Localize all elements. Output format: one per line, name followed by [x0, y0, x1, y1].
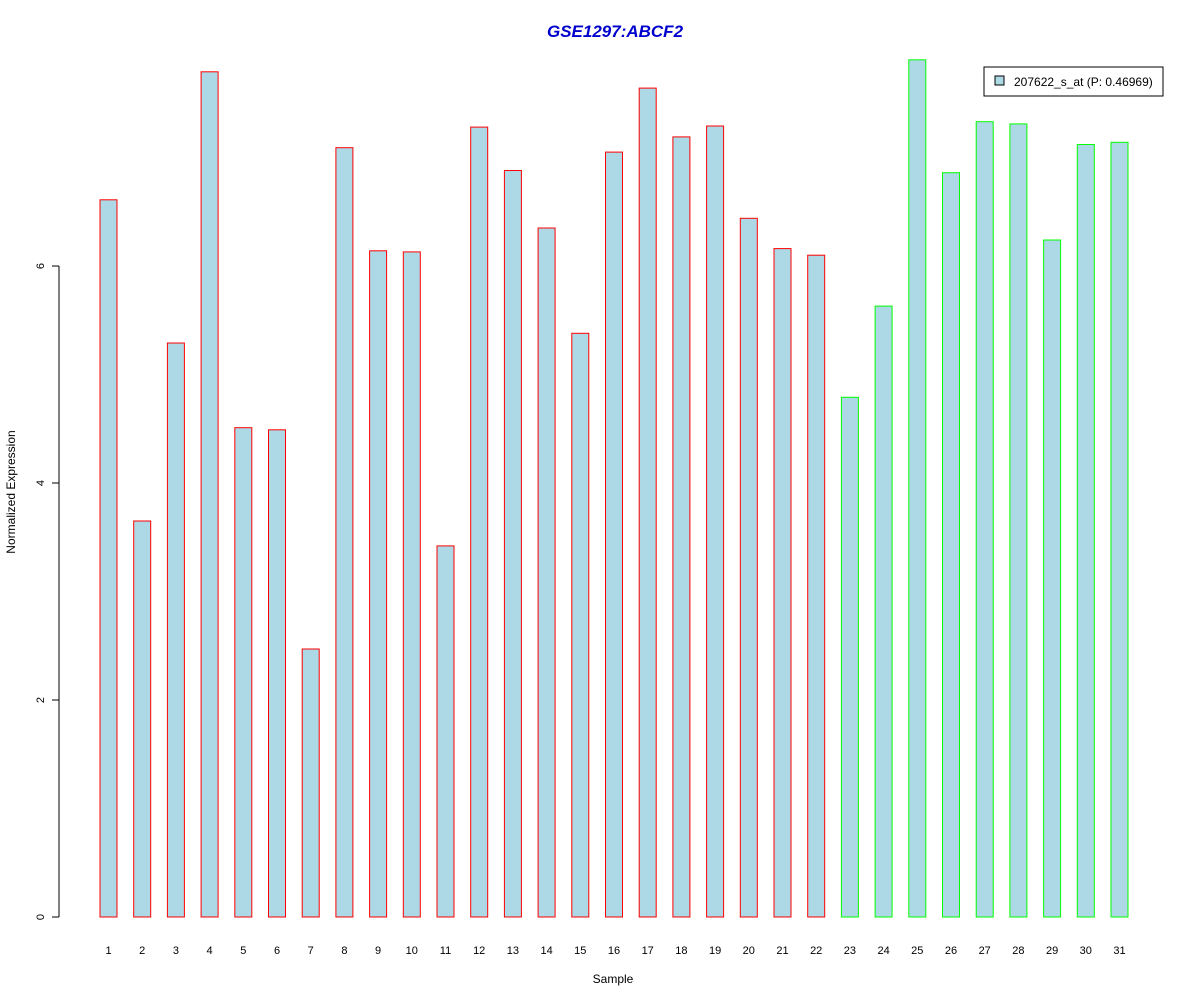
y-tick-label: 2	[35, 697, 47, 703]
x-axis-labels: 1 2 3 4 5 6 7 8 9 10 11 12 13 14 15 16 17 18 19 20 21 22 23 24 2…	[105, 945, 1125, 957]
x-tick-label: 22	[810, 945, 822, 957]
x-tick-label: 15	[574, 945, 586, 957]
y-tick-label: 4	[35, 480, 47, 486]
bar-sample-15	[571, 332, 590, 918]
bar-sample-18	[672, 136, 691, 918]
bar-sample-8	[335, 147, 354, 918]
x-tick-label: 2	[139, 945, 145, 957]
x-tick-label: 17	[642, 945, 654, 957]
x-tick-label: 11	[440, 945, 451, 957]
bar-sample-5	[234, 427, 253, 918]
bar-sample-16	[605, 151, 623, 918]
x-tick-label: 30	[1080, 945, 1092, 957]
bar-sample-29	[1043, 239, 1062, 918]
bar-sample-22	[807, 254, 826, 918]
x-tick-label: 3	[173, 945, 179, 957]
x-tick-label: 1	[105, 945, 111, 957]
x-tick-label: 29	[1046, 945, 1058, 957]
legend: 207622_s_at (P: 0.46969)	[983, 66, 1164, 97]
bar-sample-30	[1076, 144, 1095, 918]
x-tick-label: 31	[1113, 945, 1125, 957]
x-tick-label: 7	[308, 945, 314, 957]
y-axis: 0 2 4 6	[35, 263, 60, 920]
x-tick-label: 24	[877, 945, 889, 957]
x-axis-title: Sample	[593, 972, 634, 986]
bar-sample-31	[1110, 141, 1129, 918]
bar-sample-27	[975, 121, 994, 918]
legend-swatch	[994, 75, 1005, 86]
bar-sample-7	[301, 648, 320, 918]
x-tick-label: 9	[375, 945, 381, 957]
x-tick-label: 14	[540, 945, 552, 957]
bar-sample-28	[1009, 123, 1028, 918]
legend-label: 207622_s_at (P: 0.46969)	[1014, 75, 1153, 89]
bar-sample-19	[706, 125, 725, 918]
bar-sample-2	[133, 520, 152, 918]
bar-sample-17	[638, 87, 657, 918]
bar-sample-21	[773, 248, 792, 918]
x-tick-label: 4	[207, 945, 213, 957]
y-tick-label: 0	[35, 914, 47, 920]
x-tick-label: 18	[675, 945, 687, 957]
x-tick-label: 26	[945, 945, 957, 957]
x-tick-label: 13	[507, 945, 519, 957]
bar-sample-14	[537, 227, 556, 918]
bar-sample-6	[268, 429, 286, 918]
x-tick-label: 25	[911, 945, 923, 957]
bar-sample-26	[942, 172, 960, 918]
bar-sample-25	[908, 59, 927, 918]
bar-sample-10	[402, 251, 421, 918]
y-tick-label: 6	[35, 263, 47, 269]
bar-sample-23	[840, 396, 859, 918]
bar-sample-12	[470, 126, 489, 918]
x-tick-label: 8	[341, 945, 347, 957]
bar-sample-20	[739, 217, 758, 918]
x-tick-label: 19	[709, 945, 721, 957]
x-tick-label: 21	[776, 945, 788, 957]
bar-sample-24	[874, 305, 893, 918]
chart-title: GSE1297:ABCF2	[547, 22, 684, 41]
bars-group	[99, 59, 1129, 918]
x-tick-label: 5	[240, 945, 246, 957]
bar-sample-13	[503, 170, 522, 918]
bar-sample-11	[436, 545, 455, 918]
bar-sample-4	[200, 71, 219, 918]
bar-sample-3	[166, 342, 185, 918]
x-tick-label: 23	[844, 945, 856, 957]
bar-sample-9	[369, 250, 388, 918]
x-tick-label: 16	[608, 945, 620, 957]
x-tick-label: 27	[979, 945, 991, 957]
x-tick-label: 28	[1012, 945, 1024, 957]
x-tick-label: 12	[473, 945, 485, 957]
x-tick-label: 20	[743, 945, 755, 957]
x-tick-label: 10	[406, 945, 418, 957]
bar-sample-1	[99, 199, 118, 918]
x-tick-label: 6	[274, 945, 280, 957]
y-axis-title: Normalized Expression	[4, 430, 18, 553]
legend-box	[983, 66, 1164, 97]
